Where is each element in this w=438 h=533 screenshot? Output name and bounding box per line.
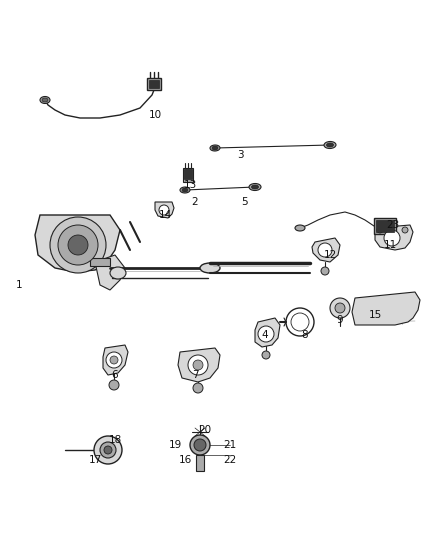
Text: 23: 23 [386, 220, 399, 230]
Ellipse shape [40, 96, 50, 103]
Ellipse shape [182, 188, 188, 192]
Text: 21: 21 [223, 440, 237, 450]
Ellipse shape [249, 183, 261, 190]
Ellipse shape [324, 141, 336, 149]
Circle shape [335, 303, 345, 313]
Ellipse shape [251, 185, 258, 189]
Bar [183, 168, 193, 182]
Circle shape [258, 326, 274, 342]
Polygon shape [95, 255, 125, 290]
Polygon shape [178, 348, 220, 382]
Text: 19: 19 [168, 440, 182, 450]
Circle shape [193, 360, 203, 370]
Text: 11: 11 [383, 240, 397, 250]
Bar [374, 218, 396, 234]
Circle shape [318, 243, 332, 257]
Circle shape [100, 442, 116, 458]
Text: 16: 16 [178, 455, 192, 465]
Circle shape [402, 227, 408, 233]
Text: 6: 6 [112, 370, 118, 380]
Bar [149, 80, 159, 88]
Circle shape [384, 230, 400, 246]
Ellipse shape [200, 263, 220, 273]
Text: 9: 9 [337, 315, 343, 325]
Circle shape [94, 436, 122, 464]
Polygon shape [103, 345, 128, 375]
Text: 7: 7 [192, 370, 198, 380]
Ellipse shape [295, 225, 305, 231]
Circle shape [193, 383, 203, 393]
Circle shape [110, 356, 118, 364]
Ellipse shape [326, 143, 333, 147]
Circle shape [190, 435, 210, 455]
Ellipse shape [212, 146, 218, 150]
Bar [147, 78, 161, 90]
Text: 14: 14 [159, 210, 172, 220]
Circle shape [194, 439, 206, 451]
Text: 13: 13 [184, 180, 197, 190]
Text: 12: 12 [323, 250, 337, 260]
Text: 1: 1 [15, 280, 22, 290]
Text: 8: 8 [302, 330, 308, 340]
Circle shape [109, 380, 119, 390]
Circle shape [68, 235, 88, 255]
Polygon shape [255, 318, 280, 347]
Circle shape [377, 227, 383, 233]
Text: 15: 15 [368, 310, 381, 320]
Ellipse shape [180, 187, 190, 193]
Circle shape [262, 351, 270, 359]
Text: 4: 4 [261, 330, 268, 340]
Text: 18: 18 [108, 435, 122, 445]
Ellipse shape [210, 145, 220, 151]
Circle shape [50, 217, 106, 273]
Text: 22: 22 [223, 455, 237, 465]
Circle shape [104, 446, 112, 454]
Polygon shape [312, 238, 340, 262]
Ellipse shape [110, 267, 126, 279]
Text: 17: 17 [88, 455, 102, 465]
Polygon shape [35, 215, 120, 272]
Bar [376, 220, 394, 232]
Ellipse shape [42, 98, 48, 102]
Bar [184, 169, 192, 179]
Text: 3: 3 [237, 150, 244, 160]
Circle shape [106, 352, 122, 368]
Bar [90, 258, 110, 266]
Circle shape [188, 355, 208, 375]
Circle shape [58, 225, 98, 265]
Text: 10: 10 [148, 110, 162, 120]
Circle shape [321, 267, 329, 275]
Text: 20: 20 [198, 425, 212, 435]
Bar [196, 455, 204, 471]
Polygon shape [375, 225, 413, 250]
Polygon shape [155, 202, 174, 218]
Circle shape [159, 205, 169, 215]
Text: 2: 2 [192, 197, 198, 207]
Polygon shape [352, 292, 420, 325]
Circle shape [330, 298, 350, 318]
Text: 5: 5 [242, 197, 248, 207]
